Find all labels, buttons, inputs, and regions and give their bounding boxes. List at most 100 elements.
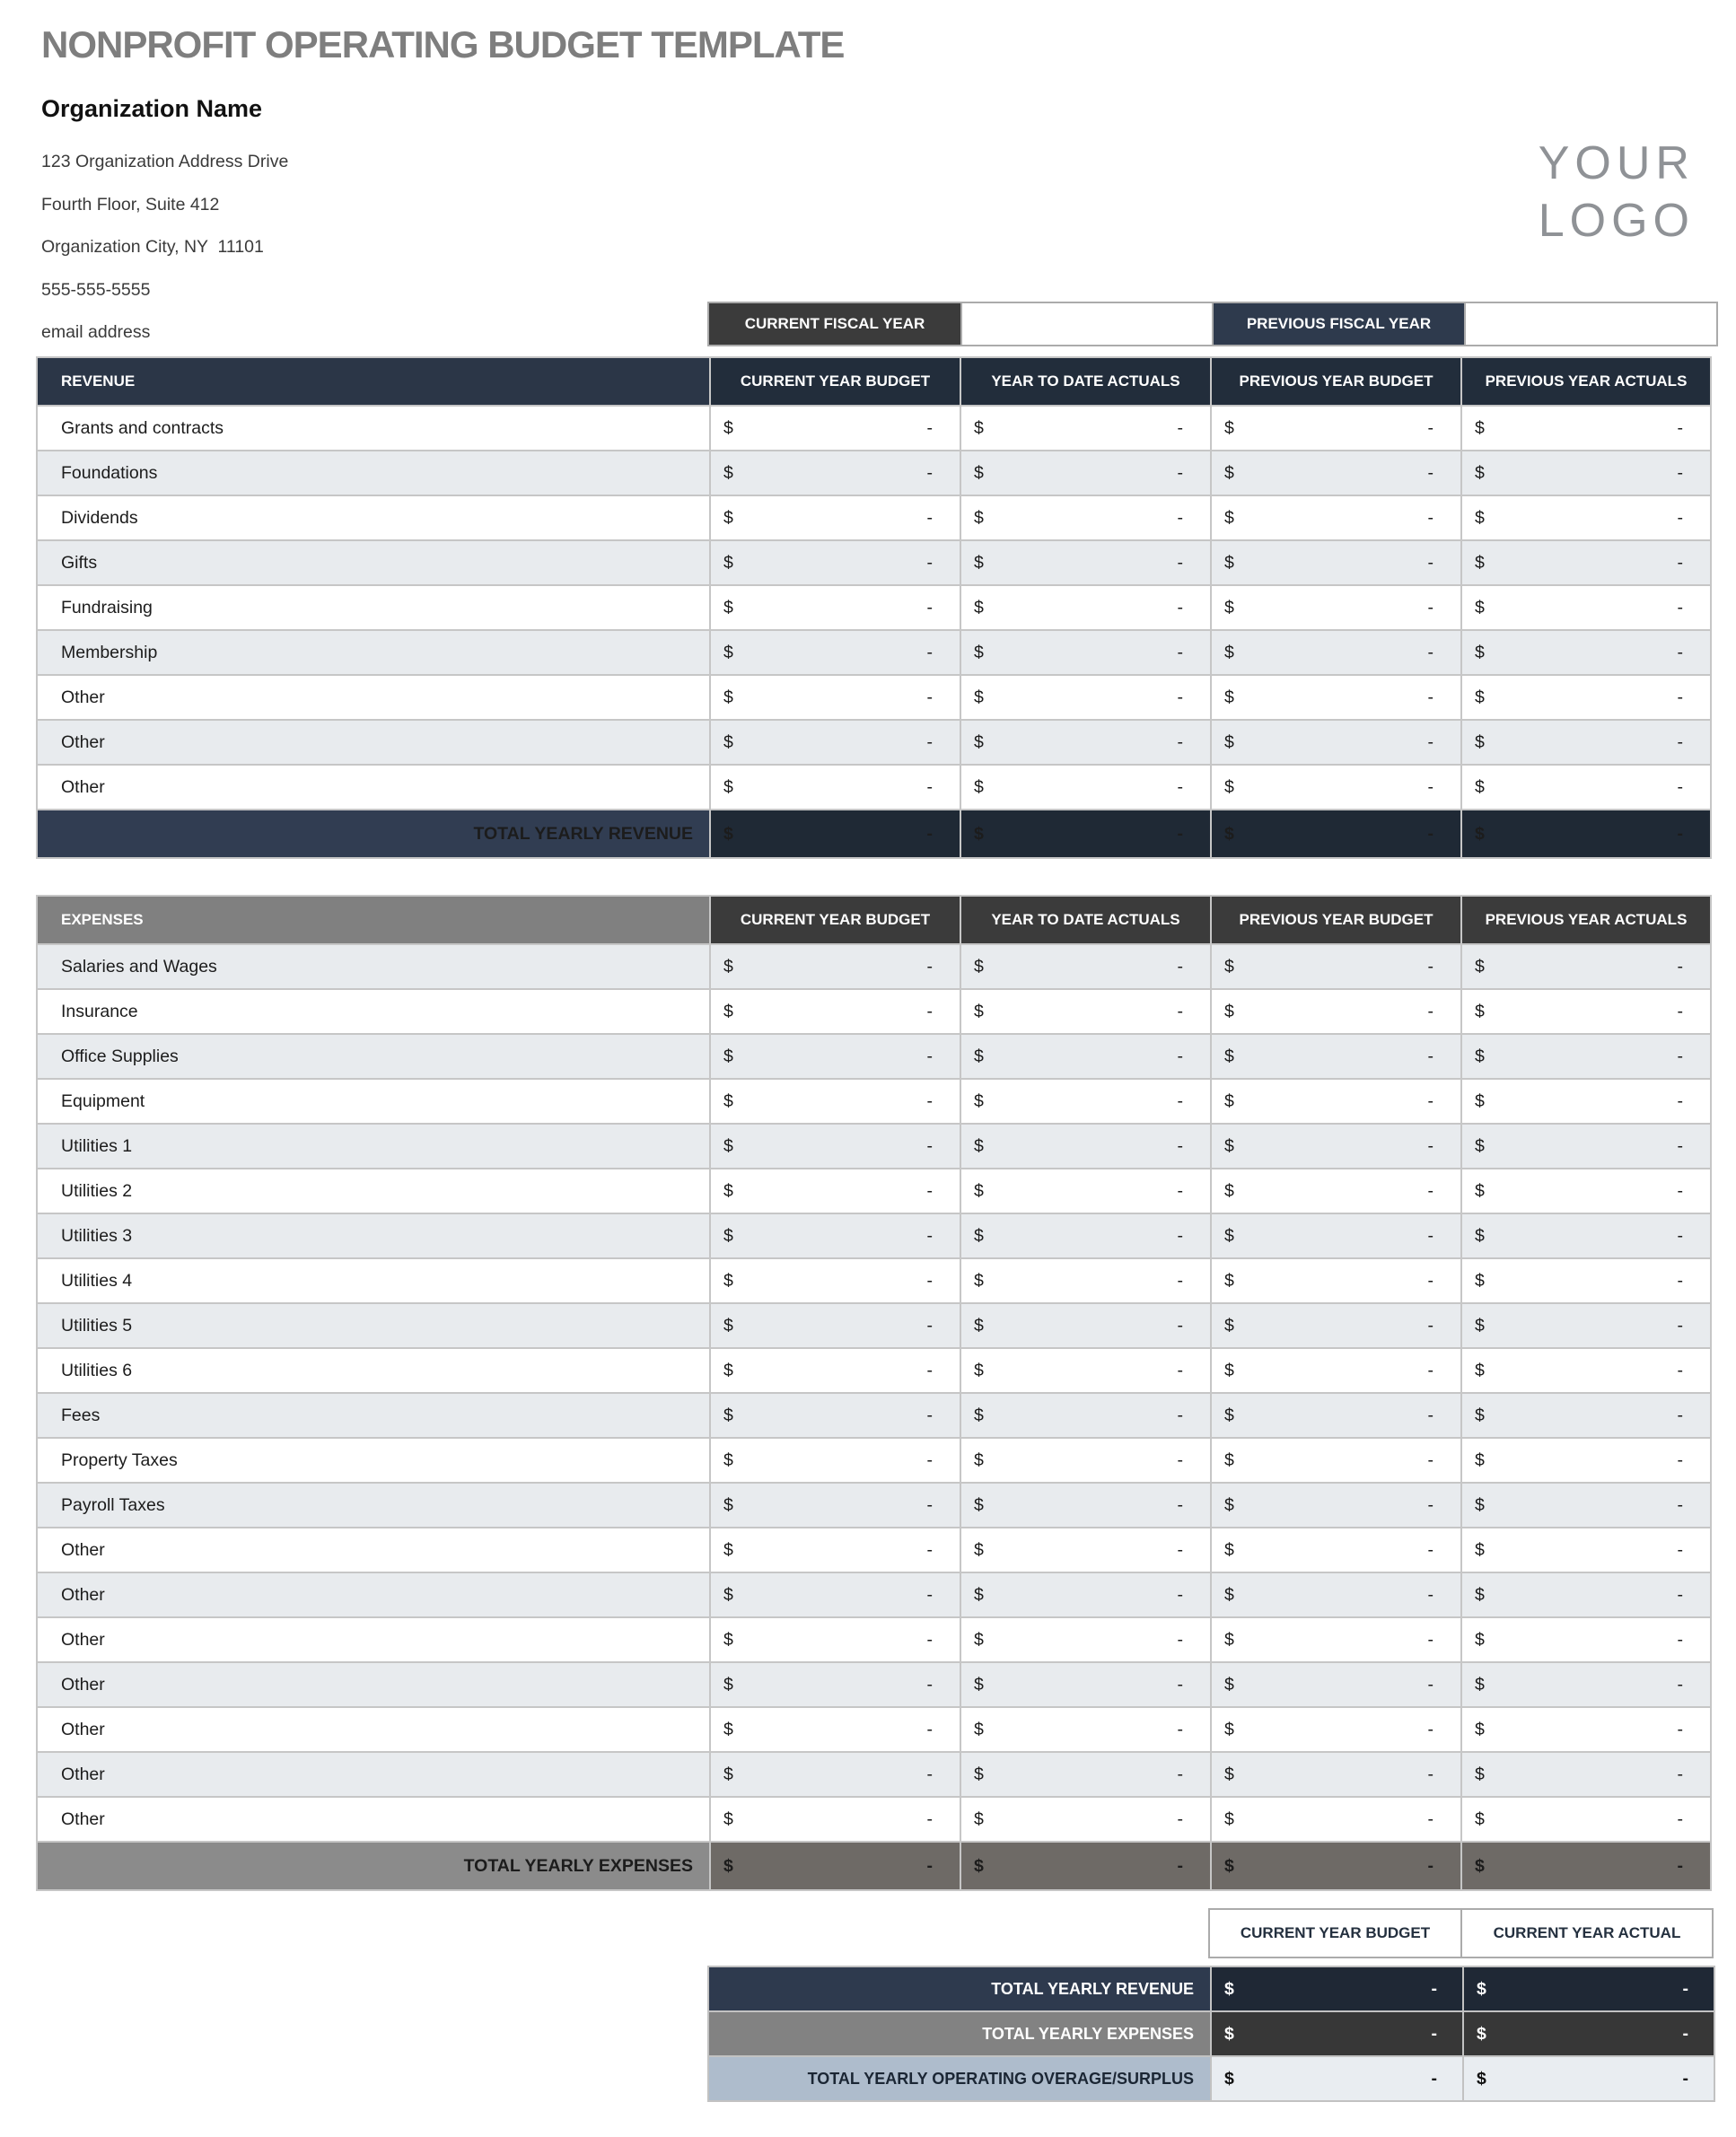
expense-cell-previous-year-budget[interactable]: $ - — [1210, 988, 1462, 1035]
expense-row-label[interactable]: Utilities 6 — [36, 1347, 711, 1394]
expense-cell-year-to-date-actuals[interactable]: $ - — [960, 1572, 1212, 1618]
expense-cell-year-to-date-actuals[interactable]: $ - — [960, 1661, 1212, 1708]
revenue-cell-previous-year-budget[interactable]: $ - — [1210, 495, 1462, 541]
expense-row-label[interactable]: Other — [36, 1706, 711, 1753]
expense-cell-year-to-date-actuals[interactable]: $ - — [960, 1347, 1212, 1394]
expense-cell-previous-year-actuals[interactable]: $ - — [1460, 1347, 1712, 1394]
expense-cell-previous-year-actuals[interactable]: $ - — [1460, 1168, 1712, 1214]
expense-cell-previous-year-budget[interactable]: $ - — [1210, 1751, 1462, 1798]
revenue-cell-previous-year-budget[interactable]: $ - — [1210, 764, 1462, 810]
expense-cell-previous-year-budget[interactable]: $ - — [1210, 1392, 1462, 1439]
expense-cell-previous-year-budget[interactable]: $ - — [1210, 1257, 1462, 1304]
summary-cell-total-yearly-expenses-current-year-actual[interactable]: $ - — [1464, 2012, 1714, 2055]
expense-row-label[interactable]: Salaries and Wages — [36, 943, 711, 990]
revenue-cell-previous-year-actuals[interactable]: $ - — [1460, 584, 1712, 631]
revenue-cell-current-year-budget[interactable]: $ - — [709, 674, 961, 721]
expense-row-label[interactable]: Other — [36, 1661, 711, 1708]
expense-cell-previous-year-actuals[interactable]: $ - — [1460, 1616, 1712, 1663]
expense-cell-current-year-budget[interactable]: $ - — [709, 1616, 961, 1663]
revenue-cell-year-to-date-actuals[interactable]: $ - — [960, 584, 1212, 631]
revenue-row-label[interactable]: Gifts — [36, 539, 711, 586]
summary-cell-total-yearly-revenue-current-year-budget[interactable]: $ - — [1212, 1967, 1462, 2010]
revenue-cell-current-year-budget[interactable]: $ - — [709, 405, 961, 451]
expense-cell-previous-year-budget[interactable]: $ - — [1210, 943, 1462, 990]
revenue-cell-year-to-date-actuals[interactable]: $ - — [960, 719, 1212, 766]
revenue-total-cell-previous-year-budget[interactable]: $ - — [1210, 809, 1462, 859]
revenue-cell-current-year-budget[interactable]: $ - — [709, 450, 961, 496]
expense-cell-year-to-date-actuals[interactable]: $ - — [960, 1706, 1212, 1753]
expense-cell-previous-year-actuals[interactable]: $ - — [1460, 1661, 1712, 1708]
revenue-row-label[interactable]: Other — [36, 764, 711, 810]
revenue-cell-year-to-date-actuals[interactable]: $ - — [960, 495, 1212, 541]
expense-cell-year-to-date-actuals[interactable]: $ - — [960, 1392, 1212, 1439]
expense-cell-previous-year-actuals[interactable]: $ - — [1460, 1078, 1712, 1125]
revenue-cell-year-to-date-actuals[interactable]: $ - — [960, 764, 1212, 810]
expense-cell-previous-year-actuals[interactable]: $ - — [1460, 1706, 1712, 1753]
expense-cell-year-to-date-actuals[interactable]: $ - — [960, 1616, 1212, 1663]
expense-cell-current-year-budget[interactable]: $ - — [709, 988, 961, 1035]
expense-row-label[interactable]: Office Supplies — [36, 1033, 711, 1080]
revenue-row-label[interactable]: Membership — [36, 629, 711, 676]
revenue-cell-previous-year-actuals[interactable]: $ - — [1460, 674, 1712, 721]
revenue-row-label[interactable]: Dividends — [36, 495, 711, 541]
expense-cell-year-to-date-actuals[interactable]: $ - — [960, 1168, 1212, 1214]
expense-cell-previous-year-budget[interactable]: $ - — [1210, 1302, 1462, 1349]
revenue-row-label[interactable]: Fundraising — [36, 584, 711, 631]
revenue-cell-previous-year-actuals[interactable]: $ - — [1460, 629, 1712, 676]
expense-total-cell-previous-year-budget[interactable]: $ - — [1210, 1841, 1462, 1891]
expense-cell-year-to-date-actuals[interactable]: $ - — [960, 1527, 1212, 1573]
summary-cell-total-yearly-operating-overage-surplus-current-year-budget[interactable]: $ - — [1212, 2057, 1462, 2100]
expense-cell-current-year-budget[interactable]: $ - — [709, 1213, 961, 1259]
previous-fiscal-year-input[interactable] — [1466, 303, 1716, 345]
expense-cell-previous-year-actuals[interactable]: $ - — [1460, 1482, 1712, 1528]
revenue-cell-previous-year-budget[interactable]: $ - — [1210, 719, 1462, 766]
expense-row-label[interactable]: Other — [36, 1616, 711, 1663]
revenue-cell-previous-year-actuals[interactable]: $ - — [1460, 405, 1712, 451]
expense-cell-previous-year-budget[interactable]: $ - — [1210, 1706, 1462, 1753]
summary-cell-total-yearly-expenses-current-year-budget[interactable]: $ - — [1212, 2012, 1462, 2055]
expense-cell-year-to-date-actuals[interactable]: $ - — [960, 988, 1212, 1035]
expense-cell-previous-year-actuals[interactable]: $ - — [1460, 943, 1712, 990]
revenue-cell-year-to-date-actuals[interactable]: $ - — [960, 674, 1212, 721]
expense-row-label[interactable]: Other — [36, 1751, 711, 1798]
expense-cell-current-year-budget[interactable]: $ - — [709, 1572, 961, 1618]
expense-cell-year-to-date-actuals[interactable]: $ - — [960, 1751, 1212, 1798]
expense-row-label[interactable]: Utilities 2 — [36, 1168, 711, 1214]
revenue-cell-current-year-budget[interactable]: $ - — [709, 629, 961, 676]
revenue-cell-year-to-date-actuals[interactable]: $ - — [960, 405, 1212, 451]
expense-row-label[interactable]: Utilities 5 — [36, 1302, 711, 1349]
revenue-cell-current-year-budget[interactable]: $ - — [709, 764, 961, 810]
expense-cell-previous-year-budget[interactable]: $ - — [1210, 1572, 1462, 1618]
expense-cell-current-year-budget[interactable]: $ - — [709, 1033, 961, 1080]
expense-cell-current-year-budget[interactable]: $ - — [709, 1347, 961, 1394]
expense-cell-previous-year-actuals[interactable]: $ - — [1460, 1437, 1712, 1484]
revenue-row-label[interactable]: Foundations — [36, 450, 711, 496]
expense-cell-previous-year-budget[interactable]: $ - — [1210, 1616, 1462, 1663]
expense-row-label[interactable]: Other — [36, 1527, 711, 1573]
revenue-cell-previous-year-actuals[interactable]: $ - — [1460, 495, 1712, 541]
expense-cell-year-to-date-actuals[interactable]: $ - — [960, 1257, 1212, 1304]
expense-row-label[interactable]: Property Taxes — [36, 1437, 711, 1484]
revenue-cell-current-year-budget[interactable]: $ - — [709, 584, 961, 631]
expense-row-label[interactable]: Utilities 4 — [36, 1257, 711, 1304]
revenue-row-label[interactable]: Grants and contracts — [36, 405, 711, 451]
revenue-cell-previous-year-budget[interactable]: $ - — [1210, 674, 1462, 721]
expense-row-label[interactable]: Other — [36, 1572, 711, 1618]
expense-cell-previous-year-budget[interactable]: $ - — [1210, 1527, 1462, 1573]
expense-cell-year-to-date-actuals[interactable]: $ - — [960, 1033, 1212, 1080]
expense-cell-current-year-budget[interactable]: $ - — [709, 1796, 961, 1843]
expense-row-label[interactable]: Payroll Taxes — [36, 1482, 711, 1528]
revenue-cell-previous-year-budget[interactable]: $ - — [1210, 539, 1462, 586]
summary-cell-total-yearly-operating-overage-surplus-current-year-actual[interactable]: $ - — [1464, 2057, 1714, 2100]
expense-cell-previous-year-actuals[interactable]: $ - — [1460, 1751, 1712, 1798]
expense-cell-current-year-budget[interactable]: $ - — [709, 1392, 961, 1439]
expense-cell-previous-year-actuals[interactable]: $ - — [1460, 1213, 1712, 1259]
revenue-row-label[interactable]: Other — [36, 674, 711, 721]
expense-cell-previous-year-actuals[interactable]: $ - — [1460, 1123, 1712, 1169]
expense-cell-previous-year-budget[interactable]: $ - — [1210, 1437, 1462, 1484]
expense-row-label[interactable]: Insurance — [36, 988, 711, 1035]
expense-total-cell-year-to-date-actuals[interactable]: $ - — [960, 1841, 1212, 1891]
expense-cell-previous-year-budget[interactable]: $ - — [1210, 1796, 1462, 1843]
expense-cell-previous-year-budget[interactable]: $ - — [1210, 1213, 1462, 1259]
expense-cell-previous-year-budget[interactable]: $ - — [1210, 1347, 1462, 1394]
